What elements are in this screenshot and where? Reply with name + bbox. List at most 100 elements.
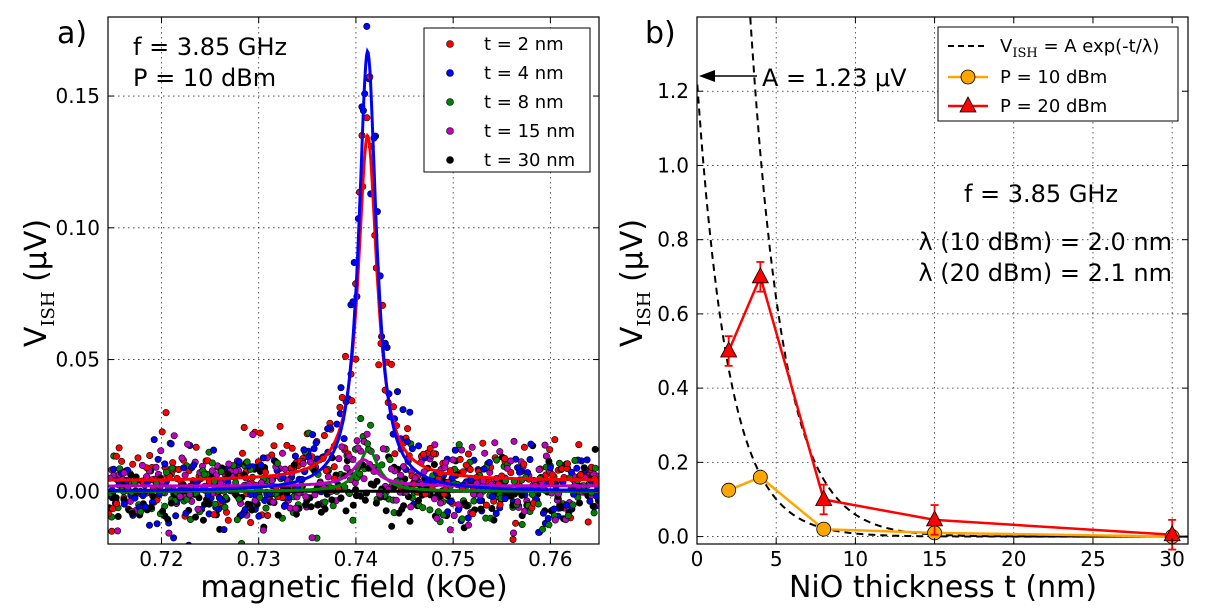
data-point-t-30-nm xyxy=(373,477,381,485)
data-point-t-4-nm xyxy=(312,439,320,447)
data-point-20dbm xyxy=(751,266,770,284)
panel-b-x-axis-label: NiO thickness t (nm) xyxy=(789,570,1097,605)
data-point-t-4-nm xyxy=(182,509,190,517)
data-point-t-30-nm xyxy=(361,496,369,504)
data-point-t-30-nm xyxy=(490,516,498,524)
data-point-t-15-nm xyxy=(521,507,529,515)
data-point-t-30-nm xyxy=(414,496,422,504)
data-point-t-4-nm xyxy=(403,438,411,446)
data-point-t-30-nm xyxy=(328,496,336,504)
data-point-t-30-nm xyxy=(224,470,232,478)
data-point-t-30-nm xyxy=(167,499,175,507)
legend-label-1: t = 4 nm xyxy=(484,63,564,84)
data-point-t-4-nm xyxy=(340,435,348,443)
panel-b-ylabel-sub: ISH xyxy=(634,291,655,326)
panel-b-legend: VISH = A exp(-t/λ) P = 10 dBm P = 20 dBm xyxy=(937,26,1179,122)
legend-marker-3 xyxy=(446,127,454,135)
data-point-t-4-nm xyxy=(131,494,139,502)
panel-b-annotation-frequency: f = 3.85 GHz xyxy=(964,180,1118,208)
data-point-t-4-nm xyxy=(215,494,223,502)
data-point-t-4-nm xyxy=(527,440,535,448)
data-point-t-2-nm xyxy=(426,444,434,452)
data-point-t-30-nm xyxy=(290,461,298,469)
data-point-t-8-nm xyxy=(386,456,394,464)
data-point-t-2-nm xyxy=(430,450,438,458)
data-point-t-8-nm xyxy=(235,495,243,503)
data-point-t-30-nm xyxy=(112,494,120,502)
panel-b-y-tick-label: 0.2 xyxy=(657,450,689,474)
data-point-t-15-nm xyxy=(387,465,395,473)
data-point-t-15-nm xyxy=(360,475,368,483)
data-point-t-8-nm xyxy=(217,467,225,475)
data-point-t-30-nm xyxy=(337,494,345,502)
data-point-t-15-nm xyxy=(431,441,439,449)
data-point-t-2-nm xyxy=(584,518,592,526)
data-point-t-4-nm xyxy=(210,446,218,454)
panel-b-label: b) xyxy=(645,16,676,51)
fit-curve-t-4-nm xyxy=(108,47,599,493)
panel-b-ylabel-unit: (μV) xyxy=(615,219,650,292)
data-point-t-15-nm xyxy=(509,529,517,537)
panel-a-x-tick-label: 0.74 xyxy=(334,547,379,571)
data-point-t-4-nm xyxy=(280,502,288,510)
panel-b-y-tick-label: 0.8 xyxy=(657,228,689,252)
svg-text:VISH (μV): VISH (μV) xyxy=(615,219,655,347)
panel-b-arrow-label: A = 1.23 μV xyxy=(762,64,907,92)
data-point-t-8-nm xyxy=(321,498,329,506)
data-point-t-15-nm xyxy=(496,448,504,456)
data-point-t-15-nm xyxy=(157,447,165,455)
data-point-t-15-nm xyxy=(114,527,122,535)
data-point-t-30-nm xyxy=(406,517,414,525)
data-point-t-2-nm xyxy=(469,510,477,518)
panel-b-x-tick-label: 0 xyxy=(691,547,704,571)
data-point-t-8-nm xyxy=(426,506,434,514)
data-point-t-2-nm xyxy=(288,444,296,452)
data-point-t-30-nm xyxy=(507,492,515,500)
data-point-t-8-nm xyxy=(367,421,375,429)
panel-a-fit-curves xyxy=(108,47,599,493)
data-point-t-2-nm xyxy=(261,468,269,476)
data-point-t-15-nm xyxy=(541,441,549,449)
legend-fit-rest: = A exp(-t/λ) xyxy=(1038,36,1160,57)
legend-label-4: t = 30 nm xyxy=(484,150,575,171)
data-point-10dbm xyxy=(816,521,832,537)
panel-a-label: a) xyxy=(57,16,87,51)
panel-b-x-tick-label: 20 xyxy=(1001,547,1026,571)
data-point-t-15-nm xyxy=(138,461,146,469)
panel-b-series xyxy=(720,261,1181,551)
data-point-t-15-nm xyxy=(194,505,202,513)
data-point-t-4-nm xyxy=(444,508,452,516)
legend-marker-1 xyxy=(446,69,454,77)
data-point-t-4-nm xyxy=(408,445,416,453)
data-point-t-30-nm xyxy=(463,502,471,510)
data-point-t-2-nm xyxy=(210,511,218,519)
legend-fit-sub: ISH xyxy=(1012,46,1037,61)
data-point-t-8-nm xyxy=(274,459,282,467)
data-point-t-2-nm xyxy=(270,442,278,450)
data-point-t-30-nm xyxy=(488,504,496,512)
data-point-t-4-nm xyxy=(220,526,228,534)
data-point-t-2-nm xyxy=(575,441,583,449)
data-point-t-8-nm xyxy=(137,508,145,516)
data-point-t-4-nm xyxy=(255,512,263,520)
legend-marker-4 xyxy=(446,156,454,164)
data-point-t-15-nm xyxy=(225,460,233,468)
panel-a-ylabel-main: V xyxy=(19,326,54,347)
data-point-t-15-nm xyxy=(481,449,489,457)
panel-b-frame xyxy=(696,16,1189,545)
data-point-t-2-nm xyxy=(129,460,137,468)
data-point-t-30-nm xyxy=(205,500,213,508)
data-point-t-15-nm xyxy=(436,499,444,507)
panel-b-y-tick-label: 0.4 xyxy=(657,376,689,400)
data-point-t-8-nm xyxy=(458,515,466,523)
data-point-t-2-nm xyxy=(546,446,554,454)
data-point-t-15-nm xyxy=(442,458,450,466)
data-point-t-30-nm xyxy=(589,502,597,510)
data-point-t-4-nm xyxy=(309,431,317,439)
data-point-t-15-nm xyxy=(338,443,346,451)
data-point-t-4-nm xyxy=(150,436,158,444)
data-point-t-15-nm xyxy=(111,547,117,553)
data-point-t-2-nm xyxy=(420,450,428,458)
panel-b-x-tick-label: 5 xyxy=(770,547,783,571)
panel-b-y-tick-label: 0.6 xyxy=(657,302,689,326)
